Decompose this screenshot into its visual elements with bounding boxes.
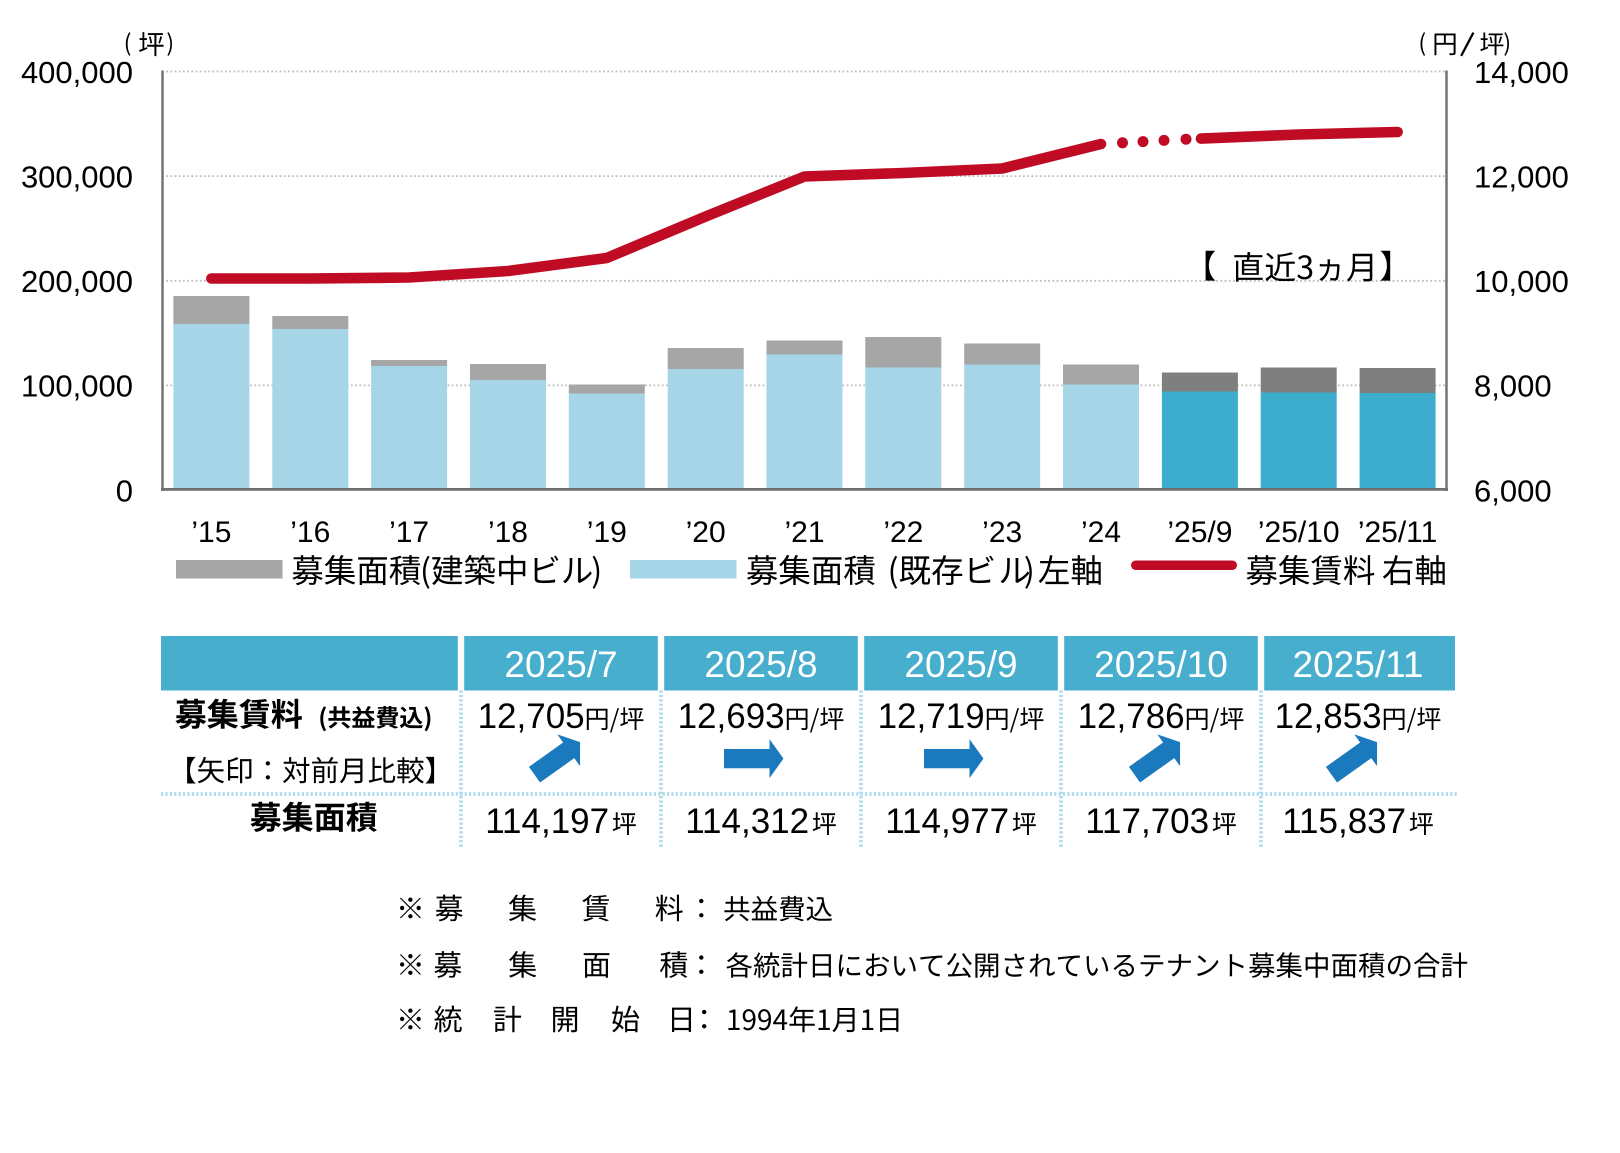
svg-text:2025/7: 2025/7 bbox=[504, 644, 617, 685]
svg-text:12,693: 12,693 bbox=[678, 697, 785, 736]
svg-text:’18: ’18 bbox=[488, 516, 528, 549]
svg-text:2025/11: 2025/11 bbox=[1293, 644, 1424, 685]
svg-text:’20: ’20 bbox=[686, 516, 726, 549]
svg-text:’25/9: ’25/9 bbox=[1167, 516, 1232, 549]
svg-text:’17: ’17 bbox=[389, 516, 429, 549]
svg-text:114,197: 114,197 bbox=[485, 802, 609, 841]
svg-text:12,000: 12,000 bbox=[1474, 159, 1569, 194]
svg-text:’23: ’23 bbox=[982, 516, 1022, 549]
svg-text:114,977: 114,977 bbox=[885, 802, 1009, 841]
svg-text:12,705: 12,705 bbox=[478, 697, 585, 736]
svg-text:12,853: 12,853 bbox=[1275, 697, 1382, 736]
svg-text:’22: ’22 bbox=[883, 516, 923, 549]
svg-text:12,719: 12,719 bbox=[878, 697, 985, 736]
svg-text:10,000: 10,000 bbox=[1474, 264, 1569, 299]
svg-text:’16: ’16 bbox=[290, 516, 330, 549]
svg-text:0: 0 bbox=[116, 473, 133, 508]
svg-text:300,000: 300,000 bbox=[21, 159, 133, 194]
svg-text:’25/11: ’25/11 bbox=[1358, 516, 1438, 549]
svg-text:400,000: 400,000 bbox=[21, 55, 133, 90]
svg-text:’21: ’21 bbox=[784, 516, 824, 549]
svg-text:200,000: 200,000 bbox=[21, 264, 133, 299]
svg-text:117,703: 117,703 bbox=[1085, 802, 1209, 841]
svg-text:6,000: 6,000 bbox=[1474, 473, 1552, 508]
svg-text:100,000: 100,000 bbox=[21, 369, 133, 404]
svg-text:2025/8: 2025/8 bbox=[704, 644, 817, 685]
svg-text:14,000: 14,000 bbox=[1474, 55, 1569, 90]
svg-text:’15: ’15 bbox=[191, 516, 231, 549]
svg-text:8,000: 8,000 bbox=[1474, 369, 1552, 404]
svg-text:2025/10: 2025/10 bbox=[1094, 644, 1228, 685]
svg-text:’19: ’19 bbox=[587, 516, 627, 549]
svg-text:’24: ’24 bbox=[1081, 516, 1121, 549]
svg-text:114,312: 114,312 bbox=[685, 802, 809, 841]
svg-text:2025/9: 2025/9 bbox=[904, 644, 1017, 685]
svg-text:12,786: 12,786 bbox=[1078, 697, 1185, 736]
svg-text:’25/10: ’25/10 bbox=[1258, 516, 1340, 549]
svg-text:115,837: 115,837 bbox=[1282, 802, 1406, 841]
